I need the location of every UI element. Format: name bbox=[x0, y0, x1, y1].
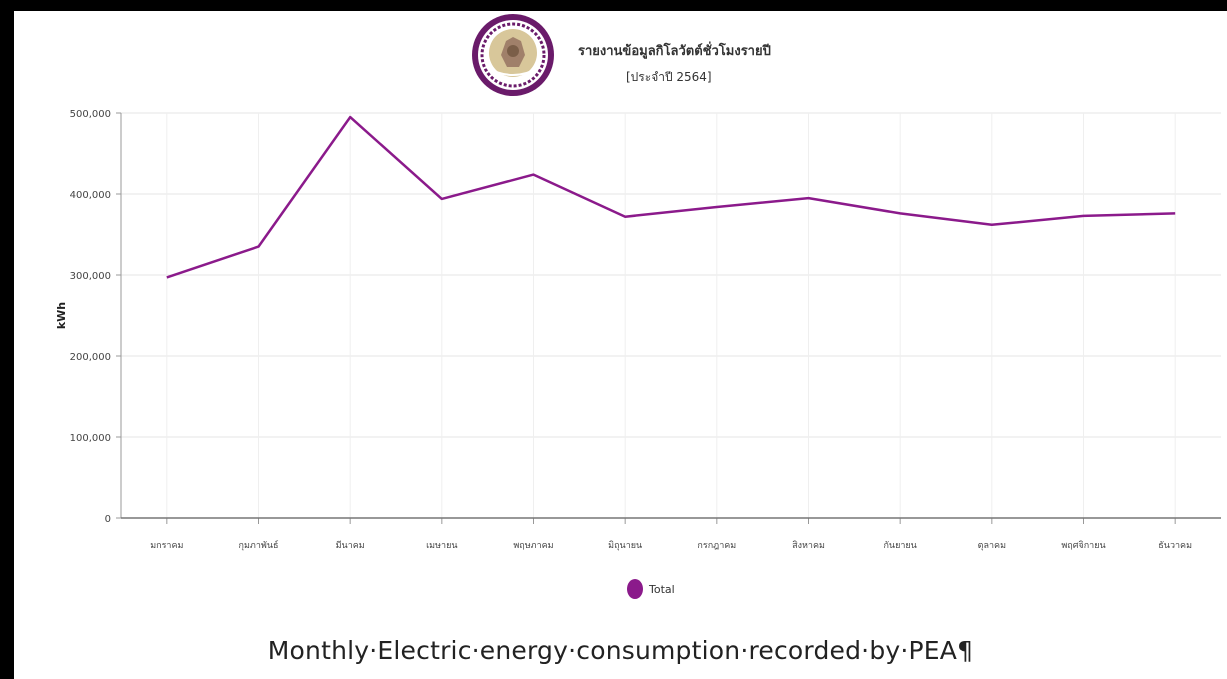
figure-caption: Monthly·Electric·energy·consumption·reco… bbox=[267, 636, 974, 665]
x-tick-label: เมษายน bbox=[426, 541, 457, 551]
x-tick-label: ตุลาคม bbox=[978, 541, 1006, 551]
data-point[interactable] bbox=[164, 274, 170, 280]
chart-panel: รายงานข้อมูลกิโลวัตต์ชั่วโมงรายปี [ประจำ… bbox=[14, 11, 1227, 679]
data-point[interactable] bbox=[989, 222, 995, 228]
x-tick-label: สิงหาคม bbox=[792, 540, 825, 551]
line-chart: รายงานข้อมูลกิโลวัตต์ชั่วโมงรายปี [ประจำ… bbox=[55, 14, 1221, 599]
x-tick-label: มีนาคม bbox=[336, 540, 365, 551]
data-point[interactable] bbox=[439, 196, 445, 202]
data-point[interactable] bbox=[256, 244, 262, 250]
grid bbox=[121, 112, 1221, 518]
y-tick-label: 400,000 bbox=[70, 190, 111, 201]
chart-title: รายงานข้อมูลกิโลวัตต์ชั่วโมงรายปี bbox=[578, 41, 771, 59]
x-tick-label: พฤษภาคม bbox=[513, 541, 553, 551]
x-tick-label: กุมภาพันธ์ bbox=[239, 539, 279, 551]
pea-emblem-logo bbox=[472, 14, 554, 96]
axes bbox=[116, 112, 1221, 524]
y-tick-label: 100,000 bbox=[70, 433, 111, 444]
x-tick-label: กันยายน bbox=[883, 541, 916, 551]
data-point[interactable] bbox=[897, 210, 903, 216]
y-tick-label: 300,000 bbox=[70, 271, 111, 282]
chart-subtitle: [ประจำปี 2564] bbox=[626, 70, 712, 84]
legend-label[interactable]: Total bbox=[648, 583, 675, 596]
x-tick-label: กรกฎาคม bbox=[697, 541, 736, 551]
y-axis-label: kWh bbox=[55, 302, 68, 329]
legend-marker[interactable] bbox=[627, 579, 643, 599]
x-tick-label: ธันวาคม bbox=[1158, 541, 1192, 551]
data-point[interactable] bbox=[622, 214, 628, 220]
series-line-0 bbox=[166, 115, 1176, 279]
data-point[interactable] bbox=[1172, 210, 1178, 216]
series-lines bbox=[164, 114, 1178, 280]
x-tick-label: พฤศจิกายน bbox=[1061, 540, 1105, 551]
y-tick-label: 0 bbox=[105, 514, 111, 525]
data-point[interactable] bbox=[531, 172, 537, 178]
x-tick-labels: มกราคม กุมภาพันธ์ มีนาคม เมษายน พฤษภาคม มิถุน… bbox=[150, 539, 1192, 551]
data-point[interactable] bbox=[714, 204, 720, 210]
y-tick-label: 200,000 bbox=[70, 352, 111, 363]
x-tick-label: มิถุนายน bbox=[608, 540, 642, 551]
data-point[interactable] bbox=[806, 195, 812, 201]
y-tick-labels: 0 100,000 200,000 300,000 400,000 500,000 bbox=[70, 109, 111, 525]
data-point[interactable] bbox=[347, 114, 353, 120]
data-point[interactable] bbox=[1081, 213, 1087, 219]
legend[interactable]: Total bbox=[627, 579, 675, 599]
y-tick-label: 500,000 bbox=[70, 109, 111, 120]
x-tick-label: มกราคม bbox=[150, 541, 183, 551]
